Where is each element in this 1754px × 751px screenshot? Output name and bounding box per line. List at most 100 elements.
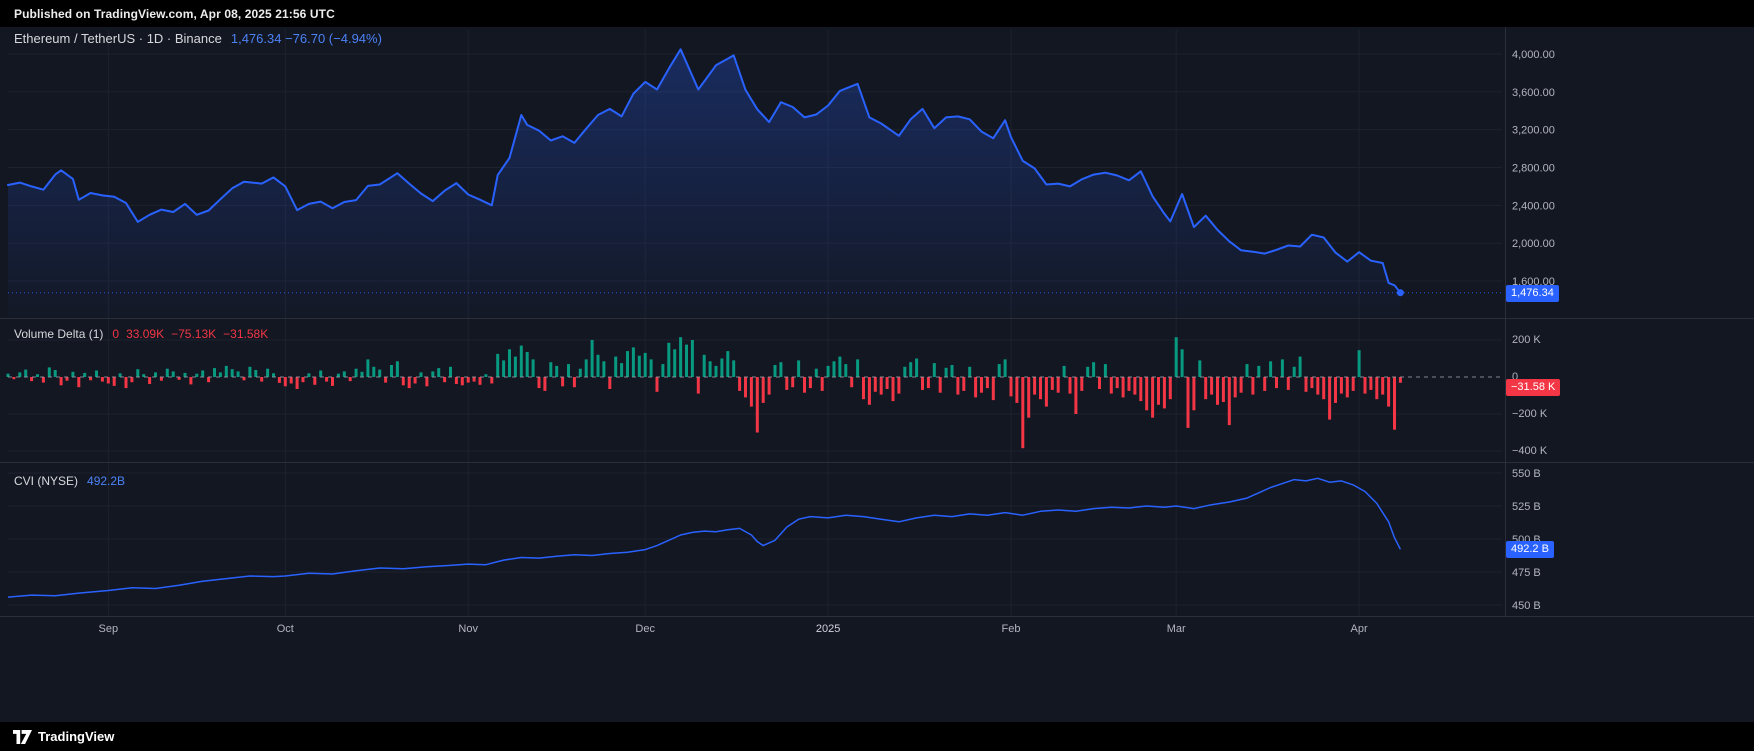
volume-delta-bar — [1056, 377, 1060, 393]
price-axis-label: 3,600.00 — [1512, 87, 1555, 99]
volume-delta-bar — [1316, 377, 1320, 395]
volume-delta-bar — [997, 364, 1001, 377]
volume-delta-bar — [850, 377, 854, 388]
volume-delta-bar — [395, 361, 399, 377]
volume-delta-bar — [1221, 377, 1225, 402]
volume-delta-bar — [779, 362, 783, 377]
cvi-axis-label: 525 B — [1512, 501, 1541, 513]
volume-delta-bar — [207, 377, 211, 383]
cvi-legend: CVI (NYSE) 492.2B — [14, 474, 125, 488]
volume-delta-bar — [1015, 377, 1019, 403]
volume-delta-bar — [661, 364, 665, 377]
volume-delta-bar — [1275, 377, 1278, 389]
symbol-title: Ethereum / TetherUS · 1D · Binance — [14, 31, 222, 46]
volume-delta-bar — [1186, 377, 1190, 428]
volume-delta-bar — [454, 377, 458, 384]
volume-delta-bar — [1198, 360, 1202, 377]
volume-delta-bar — [649, 359, 653, 377]
volume-delta-bar — [803, 377, 806, 393]
volume-delta-bar — [1162, 377, 1166, 409]
volume-delta-bar — [1039, 377, 1042, 400]
volume-delta-bar — [36, 374, 39, 377]
volume-delta-bar — [732, 360, 736, 377]
volume-delta-bar — [372, 366, 376, 377]
volume-delta-bar — [136, 369, 140, 377]
volume-delta-bar — [1168, 377, 1172, 400]
volume-delta-bar — [1139, 377, 1143, 402]
volume-delta-bar — [177, 377, 181, 380]
volume-delta-bar — [1286, 377, 1290, 390]
volume-delta-bar — [667, 342, 671, 377]
volume-delta-bar — [749, 377, 753, 407]
volume-axis-label: −400 K — [1512, 445, 1548, 457]
volume-delta-bar — [1345, 377, 1349, 398]
volume-delta-bar — [419, 372, 423, 377]
volume-delta-bar — [761, 377, 765, 403]
volume-delta-bar — [903, 366, 907, 377]
price-axis-label: 2,800.00 — [1512, 163, 1555, 175]
volume-delta-bar — [1021, 377, 1025, 449]
volume-delta-bar — [944, 367, 948, 378]
volume-delta-bar — [525, 352, 529, 377]
volume-delta-bar — [1086, 366, 1090, 377]
volume-delta-bar — [224, 365, 228, 377]
time-axis-label: Mar — [1167, 623, 1186, 635]
volume-delta-bar — [1239, 377, 1243, 393]
volume-delta-bar — [531, 359, 535, 377]
volume-delta-bar — [838, 356, 842, 377]
volume-delta-bar — [720, 358, 724, 377]
volume-delta-bar — [1375, 377, 1379, 400]
volume-delta-bar — [189, 377, 193, 385]
volume-delta-bar — [437, 368, 441, 377]
cvi-line — [7, 477, 1402, 598]
volume-delta-bar — [962, 377, 966, 391]
volume-delta-bar — [248, 366, 252, 377]
tradingview-logo-icon — [13, 729, 32, 744]
volume-delta-bar — [1233, 377, 1237, 398]
volume-delta-bar — [313, 377, 317, 385]
volume-delta-bar — [1204, 377, 1208, 400]
volume-delta-bar — [797, 360, 801, 377]
time-axis-label: Nov — [458, 623, 478, 635]
volume-axis-label: 200 K — [1512, 334, 1541, 346]
volume-delta-bar — [826, 365, 830, 377]
volume-delta-bar — [1180, 349, 1184, 378]
volume-delta-bar — [6, 373, 10, 377]
volume-delta-bar — [1133, 377, 1137, 395]
cvi-pane — [7, 477, 1402, 598]
volume-delta-bar — [726, 351, 730, 377]
tradingview-brand-link[interactable]: TradingView — [13, 729, 114, 744]
volume-delta-bar — [620, 363, 624, 377]
cvi-value: 492.2B — [87, 474, 126, 488]
volume-delta-bar — [655, 377, 659, 392]
volume-delta-bar — [1393, 377, 1396, 430]
volume-delta-bar — [59, 377, 63, 386]
time-axis-label: Sep — [99, 623, 119, 635]
volume-delta-close: −31.58K — [223, 327, 269, 341]
volume-delta-bar — [755, 377, 759, 433]
volume-delta-bar — [1074, 377, 1078, 414]
volume-delta-bar — [24, 369, 28, 377]
price-axis-label: 2,000.00 — [1512, 238, 1555, 250]
price-axis-label: 3,200.00 — [1512, 125, 1555, 137]
volume-delta-bar — [1269, 361, 1273, 377]
volume-delta-bar — [537, 377, 541, 389]
volume-delta-bar — [183, 372, 187, 377]
volume-axis-label: −200 K — [1512, 408, 1548, 420]
volume-delta-bar — [502, 360, 506, 377]
volume-delta-high: 33.09K — [126, 327, 165, 341]
volume-delta-bar — [856, 359, 860, 377]
volume-delta-bar — [1263, 377, 1267, 391]
volume-delta-bar — [390, 365, 393, 377]
volume-delta-bar — [425, 377, 429, 387]
volume-delta-bar — [242, 377, 246, 381]
volume-delta-bar — [89, 377, 93, 381]
volume-delta-bar — [791, 377, 795, 388]
symbol-legend: Ethereum / TetherUS · 1D · Binance 1,476… — [14, 31, 382, 46]
volume-delta-bar — [272, 373, 275, 377]
volume-delta-bar — [71, 371, 75, 377]
volume-delta-bar — [785, 377, 789, 390]
time-axis-label: Oct — [277, 623, 294, 635]
